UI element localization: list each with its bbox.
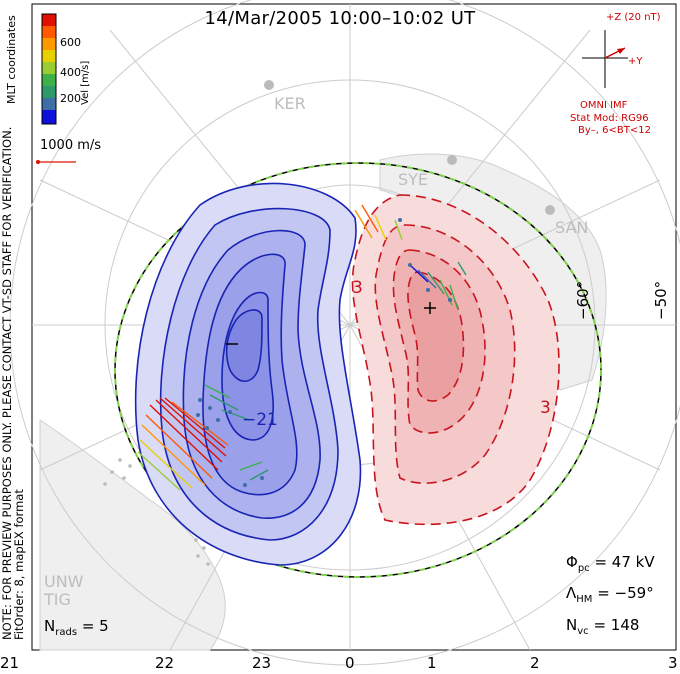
hm-boundary-dashed bbox=[114, 162, 602, 578]
station-label: KER bbox=[274, 94, 306, 113]
imf-condition: By–, 6<BT<12 bbox=[578, 125, 651, 136]
side-note-fitorder: FitOrder: 8, mapEX format bbox=[12, 489, 26, 640]
contour-label: −21 bbox=[242, 410, 278, 430]
map-title: 14/Mar/2005 10:00–10:02 UT bbox=[204, 8, 476, 29]
colorbar-swatch bbox=[42, 26, 56, 38]
radar-fov-dots bbox=[103, 458, 210, 566]
nrads-stat: Nrads = 5 bbox=[44, 617, 109, 638]
colorbar-swatch bbox=[42, 86, 56, 98]
lambda-hm-stat: ΛHM = −59° bbox=[566, 584, 654, 605]
imf-model: Stat Mod: RG96 bbox=[570, 113, 649, 124]
imf-z-label: +Z (20 nT) bbox=[606, 12, 661, 23]
velocity-vectors bbox=[137, 204, 467, 491]
mlt-tick: 21 bbox=[0, 654, 20, 672]
imf-clock bbox=[582, 30, 628, 88]
colorbar-swatch bbox=[42, 110, 56, 124]
colorbar-swatch bbox=[42, 98, 56, 110]
colorbar-swatch bbox=[42, 62, 56, 74]
plot-frame bbox=[31, 3, 677, 651]
colorbar-tick: 200 bbox=[60, 92, 81, 105]
contour-label: 3 bbox=[352, 278, 363, 298]
velocity-colorbar bbox=[41, 13, 57, 125]
positive-potential-cell bbox=[351, 194, 560, 526]
latitude-label: −50° bbox=[652, 280, 670, 320]
mlt-tick: 0 bbox=[345, 654, 355, 672]
station-label: SYE bbox=[398, 170, 429, 189]
vector-origins bbox=[196, 218, 452, 487]
side-notes: NOTE: FOR PREVIEW PURPOSES ONLY. PLEASE … bbox=[0, 60, 26, 640]
station-label: UNW bbox=[44, 572, 84, 591]
contour-label: 3 bbox=[540, 398, 551, 418]
colorbar-swatch bbox=[42, 50, 56, 62]
mlt-coordinates-label: MLT coordinates bbox=[5, 15, 18, 104]
colorbar-label: Vel [m/s] bbox=[80, 60, 91, 105]
nvc-stat: Nvc = 148 bbox=[566, 616, 640, 637]
phi-pc-stat: Φpc = 47 kV bbox=[566, 553, 655, 574]
station-label: SAN bbox=[555, 218, 589, 237]
station-markers bbox=[264, 80, 555, 215]
mlt-tick: 22 bbox=[155, 654, 175, 672]
mlt-tick: 1 bbox=[427, 654, 437, 672]
scale-vector-dot bbox=[36, 160, 40, 164]
colorbar-swatch bbox=[42, 14, 56, 26]
colorbar-swatch bbox=[42, 74, 56, 86]
colorbar-tick: 600 bbox=[60, 36, 81, 49]
mlt-tick: 23 bbox=[252, 654, 272, 672]
colorbar-swatch bbox=[42, 38, 56, 50]
station-label: TIG bbox=[44, 590, 71, 609]
mlt-tick: 3 bbox=[668, 654, 678, 672]
imf-y-label: +Y bbox=[628, 56, 643, 67]
scale-vector-label: 1000 m/s bbox=[40, 138, 102, 153]
latitude-label: −60° bbox=[574, 280, 592, 320]
colorbar-tick: 400 bbox=[60, 66, 81, 79]
negative-potential-cell bbox=[134, 182, 362, 566]
mlt-tick: 2 bbox=[530, 654, 540, 672]
imf-source: OMNI IMF bbox=[580, 100, 628, 111]
